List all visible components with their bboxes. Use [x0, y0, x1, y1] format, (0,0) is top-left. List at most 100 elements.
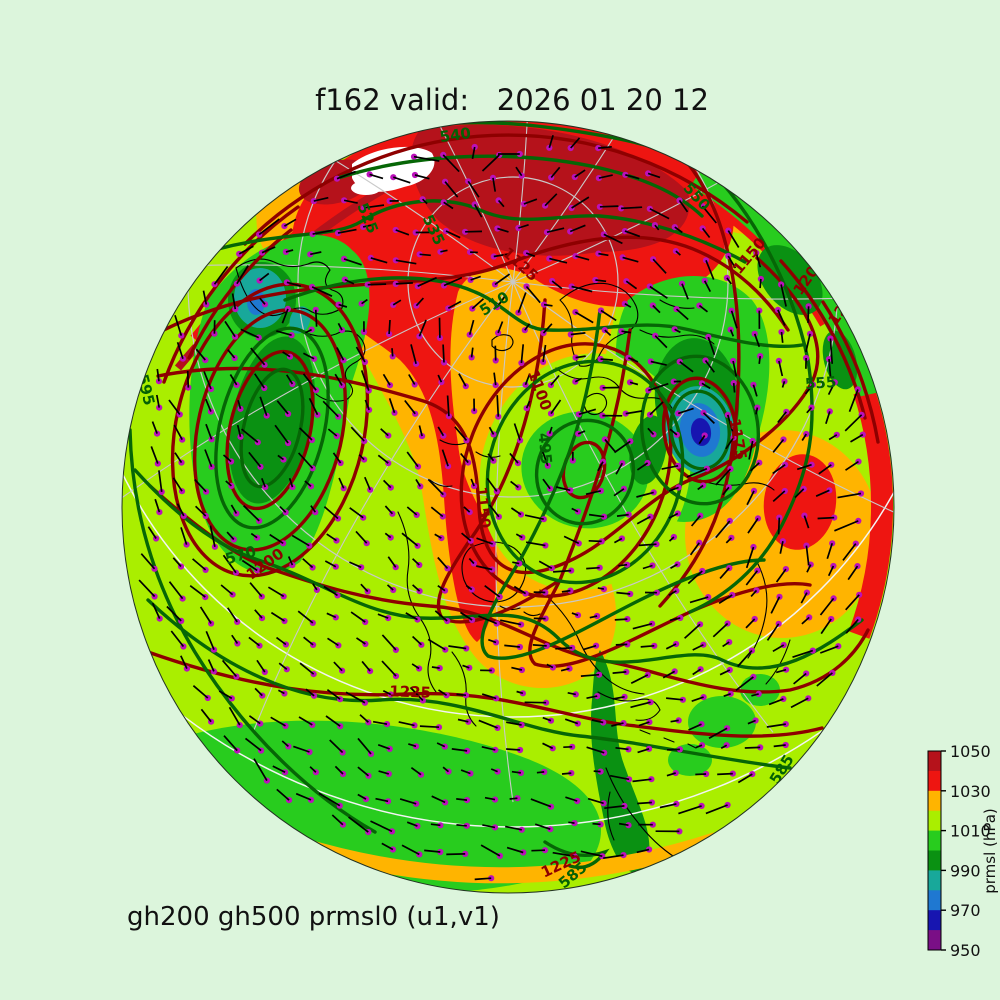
wind-vector-dot [156, 508, 163, 516]
wind-vector-dot [626, 776, 633, 783]
wind-vector-dot [574, 720, 581, 727]
wind-vector-dot [600, 800, 607, 807]
figure-title: f162 valid: 2026 01 20 12 [315, 83, 709, 117]
wind-vector-dot [569, 743, 576, 750]
wind-vector-dot [282, 769, 289, 776]
wind-vector-dot [542, 589, 549, 596]
wind-vector-dot [410, 153, 418, 160]
colorbar-tick-label: 970 [950, 901, 981, 920]
wind-vector-dot [625, 822, 632, 829]
wind-vector-dot [518, 826, 525, 833]
graticule-meridian [252, 281, 514, 733]
colorbar-segment [928, 910, 941, 931]
wind-vector-dot [826, 408, 833, 415]
wind-vector-dot [543, 642, 550, 650]
wind-vector-dot [435, 724, 443, 731]
wind-vector-dot [519, 690, 527, 697]
wind-vector-dot [805, 695, 812, 702]
wind-vector-dot [547, 826, 554, 833]
wind-vector-dot [385, 798, 392, 805]
graticule-parallel [122, 121, 894, 718]
wind-vector-dot [727, 690, 734, 697]
contour-label-gh200: 1225 [389, 682, 431, 701]
wind-vector-dot [755, 690, 762, 698]
wind-vector-dot [757, 744, 764, 751]
contour-label-gh200: 1150 [472, 486, 494, 529]
wind-vector-dot [466, 664, 473, 671]
wind-vector-dot [236, 250, 243, 257]
wind-vector-dot [672, 769, 679, 777]
globe-disk: 5405355255104955505555705855855951125117… [122, 121, 894, 893]
colorbar-frame [927, 750, 942, 951]
wind-vector-dot [624, 641, 631, 648]
wind-vector-dot [463, 822, 470, 829]
wind-vector-dot [568, 770, 575, 777]
wind-vector-dot [600, 719, 607, 726]
wind-vector-dot [548, 565, 555, 572]
contour-label-gh500: 495 [534, 432, 555, 465]
wind-vector-dot [726, 666, 733, 674]
wind-vector-dot [653, 589, 661, 596]
colorbar: 1050 1030 1010 990 970 950 [927, 742, 991, 960]
wind-vector-dot [600, 513, 608, 520]
wind-vector-field [138, 135, 866, 882]
wind-vector-dot [674, 510, 681, 517]
wind-vector-dot [541, 768, 548, 776]
graticule-meridian [495, 281, 514, 803]
wind-vector-dot [594, 693, 601, 700]
wind-vector-dot [520, 849, 527, 856]
colorbar-axis-label: prmsl (hPa) [981, 808, 999, 894]
wind-vector-dot [649, 821, 656, 828]
wind-vector-dot [757, 353, 764, 360]
figure-footer: gh200 gh500 prmsl0 (u1,v1) [127, 902, 500, 932]
wind-vector-dot [574, 797, 581, 805]
wind-vector-dot [809, 647, 816, 654]
wind-vector-dot [723, 742, 730, 749]
wind-vector-dot [568, 567, 575, 574]
wind-vector-dot [782, 721, 789, 728]
colorbar-segment [928, 810, 941, 832]
wind-vector-dot [627, 590, 634, 598]
wind-vector-segments [138, 135, 864, 881]
colorbar-tick-label: 1030 [950, 782, 991, 801]
wind-vector-dot [465, 718, 472, 725]
wind-vector-dot [437, 822, 444, 829]
wind-vector-dot [358, 564, 365, 571]
colorbar-segment [928, 890, 941, 911]
graticule-meridian [122, 281, 514, 543]
colorbar-segment [928, 751, 941, 772]
wind-vector-dot [516, 560, 523, 567]
contour-label-gh500: 555 [804, 373, 836, 393]
wind-vector-dot [705, 594, 712, 601]
colorbar-segment [928, 930, 941, 951]
wind-vector-dot [598, 538, 605, 545]
globe-outline [121, 120, 895, 894]
wind-vector-dot [601, 749, 608, 756]
wind-vector-dot [572, 691, 579, 698]
graticule-meridian [512, 121, 531, 283]
wind-vector-dot [782, 741, 789, 749]
wind-vector-dot [547, 803, 555, 810]
wind-vector-dot [625, 511, 632, 518]
graticule-meridian [122, 264, 514, 283]
graticule-parallel [122, 121, 894, 828]
wind-vector-dot [569, 644, 576, 651]
wind-vector-dot [416, 251, 423, 258]
graticule-parallel [297, 121, 729, 498]
wind-vector-dot [651, 642, 658, 649]
wind-vector-dot [540, 516, 547, 523]
wind-vector-dot [413, 800, 420, 807]
wind-vector-dot [574, 612, 582, 619]
wind-vector-dot [390, 174, 397, 181]
wind-vector-dot [644, 671, 651, 679]
wind-vector-dot [650, 489, 657, 496]
colorbar-segment [928, 770, 941, 792]
wind-vector-dot [547, 717, 555, 724]
wind-vector-dot [776, 514, 783, 521]
colorbar-tick-label: 990 [950, 861, 981, 880]
wind-vector-dot [671, 668, 678, 675]
wind-vector-dot [596, 564, 603, 571]
wind-vector-dot [332, 563, 339, 570]
